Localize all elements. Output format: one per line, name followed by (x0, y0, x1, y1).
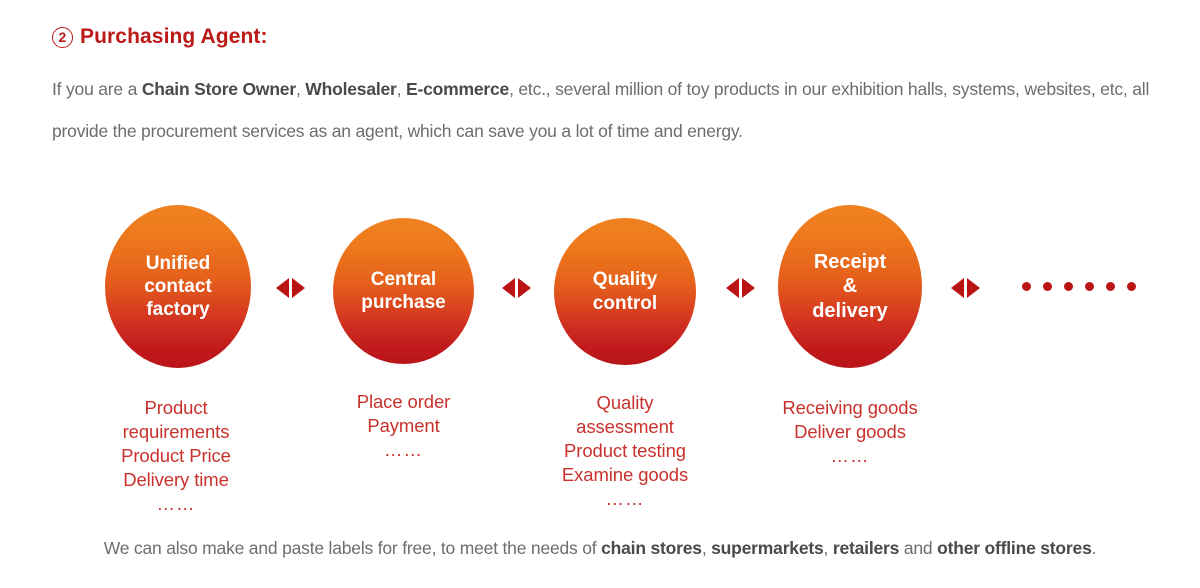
footer-bold-other-offline-stores: other offline stores (937, 538, 1092, 558)
arrow-left-icon (276, 278, 289, 298)
intro-lead: If you are a (52, 79, 142, 99)
flow-arrow-4 (951, 278, 980, 298)
flow-node-central-purchase[interactable]: Central purchase Place order Payment …… (333, 200, 474, 462)
flow-arrow-3 (726, 278, 755, 298)
flow-continuation-dots (1022, 282, 1136, 291)
flow-arrow-1 (276, 278, 305, 298)
footer-bold-retailers: retailers (832, 538, 900, 558)
process-flow-diagram: Unified contact factory Product requirem… (0, 200, 1200, 514)
intro-sep-2: , (396, 79, 406, 99)
arrow-right-icon (292, 278, 305, 298)
section-number-badge: 2 (52, 26, 73, 48)
footer-sep-2: , (823, 538, 833, 558)
continuation-dot (1106, 282, 1115, 291)
flow-arrow-2 (502, 278, 531, 298)
continuation-dot (1064, 282, 1073, 291)
continuation-dot (1127, 282, 1136, 291)
intro-bold-wholesaler: Wholesaler (305, 79, 397, 99)
flow-caption: Product requirements Product Price Deliv… (103, 396, 249, 516)
flow-bubble[interactable]: Central purchase (333, 218, 474, 364)
footer-bold-supermarkets: supermarkets (711, 538, 824, 558)
flow-caption-text: Quality assessment Product testing Exami… (561, 392, 689, 485)
arrow-right-icon (518, 278, 531, 298)
flow-bubble-label: Receipt & delivery (812, 250, 888, 322)
flow-caption-text: Place order Payment (356, 391, 451, 436)
flow-bubble[interactable]: Quality control (554, 218, 696, 365)
flow-bubble[interactable]: Unified contact factory (105, 205, 251, 368)
flow-caption-text: Product requirements Product Price Deliv… (121, 397, 231, 490)
flow-node-unified-contact-factory[interactable]: Unified contact factory Product requirem… (105, 200, 251, 516)
footer-tail: . (1091, 538, 1097, 558)
arrow-right-icon (967, 278, 980, 298)
intro-bold-chain-store-owner: Chain Store Owner (141, 79, 296, 99)
flow-caption-ellipsis: …… (156, 493, 196, 514)
footer-sep-1: , (701, 538, 712, 558)
flow-caption-ellipsis: …… (384, 439, 423, 460)
footer-mid: and (899, 538, 938, 558)
flow-caption: Receiving goods Deliver goods …… (778, 396, 922, 468)
flow-caption-ellipsis: …… (605, 488, 645, 509)
intro-tail: , etc., several million of toy products … (52, 79, 1150, 141)
intro-paragraph: If you are a Chain Store Owner, Wholesal… (52, 68, 1152, 152)
section-title: Purchasing Agent: (80, 25, 268, 48)
flow-bubble-label: Quality control (592, 269, 658, 314)
flow-bubble-label: Central purchase (361, 268, 446, 313)
footer-lead: We can also make and paste labels for fr… (103, 538, 602, 558)
flow-node-quality-control[interactable]: Quality control Quality assessment Produ… (554, 200, 696, 511)
arrow-right-icon (742, 278, 755, 298)
footer-bold-chain-stores: chain stores (601, 538, 702, 558)
flow-caption: Quality assessment Product testing Exami… (554, 391, 696, 511)
section-heading: 2 Purchasing Agent: (52, 25, 268, 49)
flow-caption: Place order Payment …… (333, 390, 474, 462)
arrow-left-icon (502, 278, 515, 298)
continuation-dot (1043, 282, 1052, 291)
continuation-dot (1022, 282, 1031, 291)
arrow-left-icon (951, 278, 964, 298)
flow-caption-text: Receiving goods Deliver goods (782, 397, 918, 442)
arrow-left-icon (726, 278, 739, 298)
flow-bubble-label: Unified contact factory (144, 252, 212, 321)
flow-caption-ellipsis: …… (830, 445, 870, 466)
flow-bubble[interactable]: Receipt & delivery (778, 205, 922, 368)
intro-sep-1: , (295, 79, 306, 99)
intro-bold-ecommerce: E-commerce (406, 79, 510, 99)
flow-node-receipt-and-delivery[interactable]: Receipt & delivery Receiving goods Deliv… (778, 200, 922, 468)
footer-note: We can also make and paste labels for fr… (0, 538, 1200, 559)
continuation-dot (1085, 282, 1094, 291)
